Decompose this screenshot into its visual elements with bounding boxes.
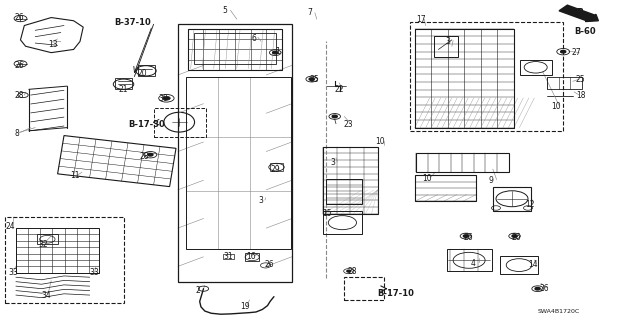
Text: 27: 27: [572, 48, 581, 57]
Bar: [520, 60, 552, 75]
Text: 3: 3: [258, 197, 263, 205]
Bar: [344, 277, 384, 300]
Text: B-37-10: B-37-10: [114, 18, 150, 27]
Text: 15: 15: [322, 209, 332, 218]
Circle shape: [148, 153, 153, 156]
Text: 33: 33: [90, 268, 99, 277]
Text: 3: 3: [445, 37, 451, 46]
Text: 19: 19: [240, 302, 250, 311]
Bar: [416, 153, 509, 172]
FancyArrow shape: [559, 5, 598, 21]
Text: 18: 18: [576, 91, 586, 100]
Circle shape: [309, 78, 314, 80]
Text: 26: 26: [14, 13, 24, 22]
Text: 7: 7: [307, 8, 312, 17]
Bar: [447, 249, 492, 271]
Bar: [323, 211, 362, 234]
Circle shape: [512, 235, 517, 237]
Text: 33: 33: [8, 268, 18, 277]
Text: 4: 4: [471, 259, 476, 268]
Text: 23: 23: [343, 120, 353, 129]
Bar: [493, 187, 531, 211]
Text: 10: 10: [376, 137, 385, 146]
Text: 22: 22: [335, 85, 344, 94]
Text: 12: 12: [525, 200, 534, 209]
Text: 25: 25: [576, 75, 586, 84]
Bar: [415, 29, 514, 128]
Circle shape: [332, 115, 337, 118]
Bar: [245, 253, 259, 261]
Circle shape: [273, 51, 278, 54]
Text: 26: 26: [463, 233, 473, 242]
Text: 20: 20: [138, 69, 147, 78]
Circle shape: [463, 235, 468, 237]
Text: 10: 10: [552, 102, 561, 111]
Circle shape: [163, 96, 170, 100]
Bar: [188, 29, 282, 70]
Circle shape: [561, 50, 566, 53]
Text: 14: 14: [528, 260, 538, 269]
Text: 5: 5: [223, 6, 228, 15]
Text: B-17-30: B-17-30: [128, 120, 164, 129]
Bar: [415, 175, 476, 201]
Bar: [154, 108, 206, 137]
Text: 32: 32: [38, 240, 48, 249]
Text: 8: 8: [14, 130, 19, 138]
Text: 6: 6: [252, 34, 257, 43]
Bar: [37, 234, 58, 244]
Text: 3: 3: [330, 158, 335, 167]
Text: 17: 17: [416, 15, 426, 24]
Text: 16: 16: [246, 252, 256, 261]
Text: B-60: B-60: [575, 27, 596, 36]
Bar: [223, 254, 234, 259]
Bar: [194, 33, 276, 64]
Text: B-17-10: B-17-10: [378, 289, 415, 298]
Circle shape: [347, 270, 351, 272]
Text: SWA4B1720C: SWA4B1720C: [538, 308, 580, 314]
Text: 29: 29: [271, 165, 280, 174]
Text: 35: 35: [310, 75, 319, 84]
Text: 21: 21: [118, 85, 128, 94]
Bar: [16, 228, 99, 273]
Bar: [434, 36, 458, 57]
Text: 1: 1: [275, 47, 280, 56]
Text: 26: 26: [540, 284, 549, 293]
Bar: [186, 77, 291, 249]
Bar: [178, 24, 292, 282]
Text: 9: 9: [489, 176, 494, 185]
Bar: [500, 256, 538, 274]
Text: 11: 11: [70, 171, 80, 180]
Text: 28: 28: [140, 152, 149, 161]
Bar: [323, 147, 378, 214]
Bar: [326, 179, 362, 204]
Bar: [270, 163, 283, 171]
Bar: [410, 22, 563, 131]
Text: 31: 31: [223, 252, 233, 261]
Text: 34: 34: [42, 291, 51, 300]
Text: 28: 28: [348, 267, 357, 276]
Text: FR.: FR.: [572, 8, 588, 17]
Text: 28: 28: [14, 91, 24, 100]
Text: 26: 26: [14, 61, 24, 70]
Bar: [5, 217, 124, 303]
Bar: [547, 77, 582, 89]
Text: 10: 10: [422, 174, 432, 183]
Text: 30: 30: [159, 94, 168, 103]
Text: 2: 2: [195, 286, 200, 295]
Text: 24: 24: [5, 222, 15, 231]
Text: 13: 13: [49, 40, 58, 49]
Circle shape: [535, 287, 540, 290]
Text: 26: 26: [264, 260, 274, 269]
Text: 26: 26: [512, 233, 522, 242]
